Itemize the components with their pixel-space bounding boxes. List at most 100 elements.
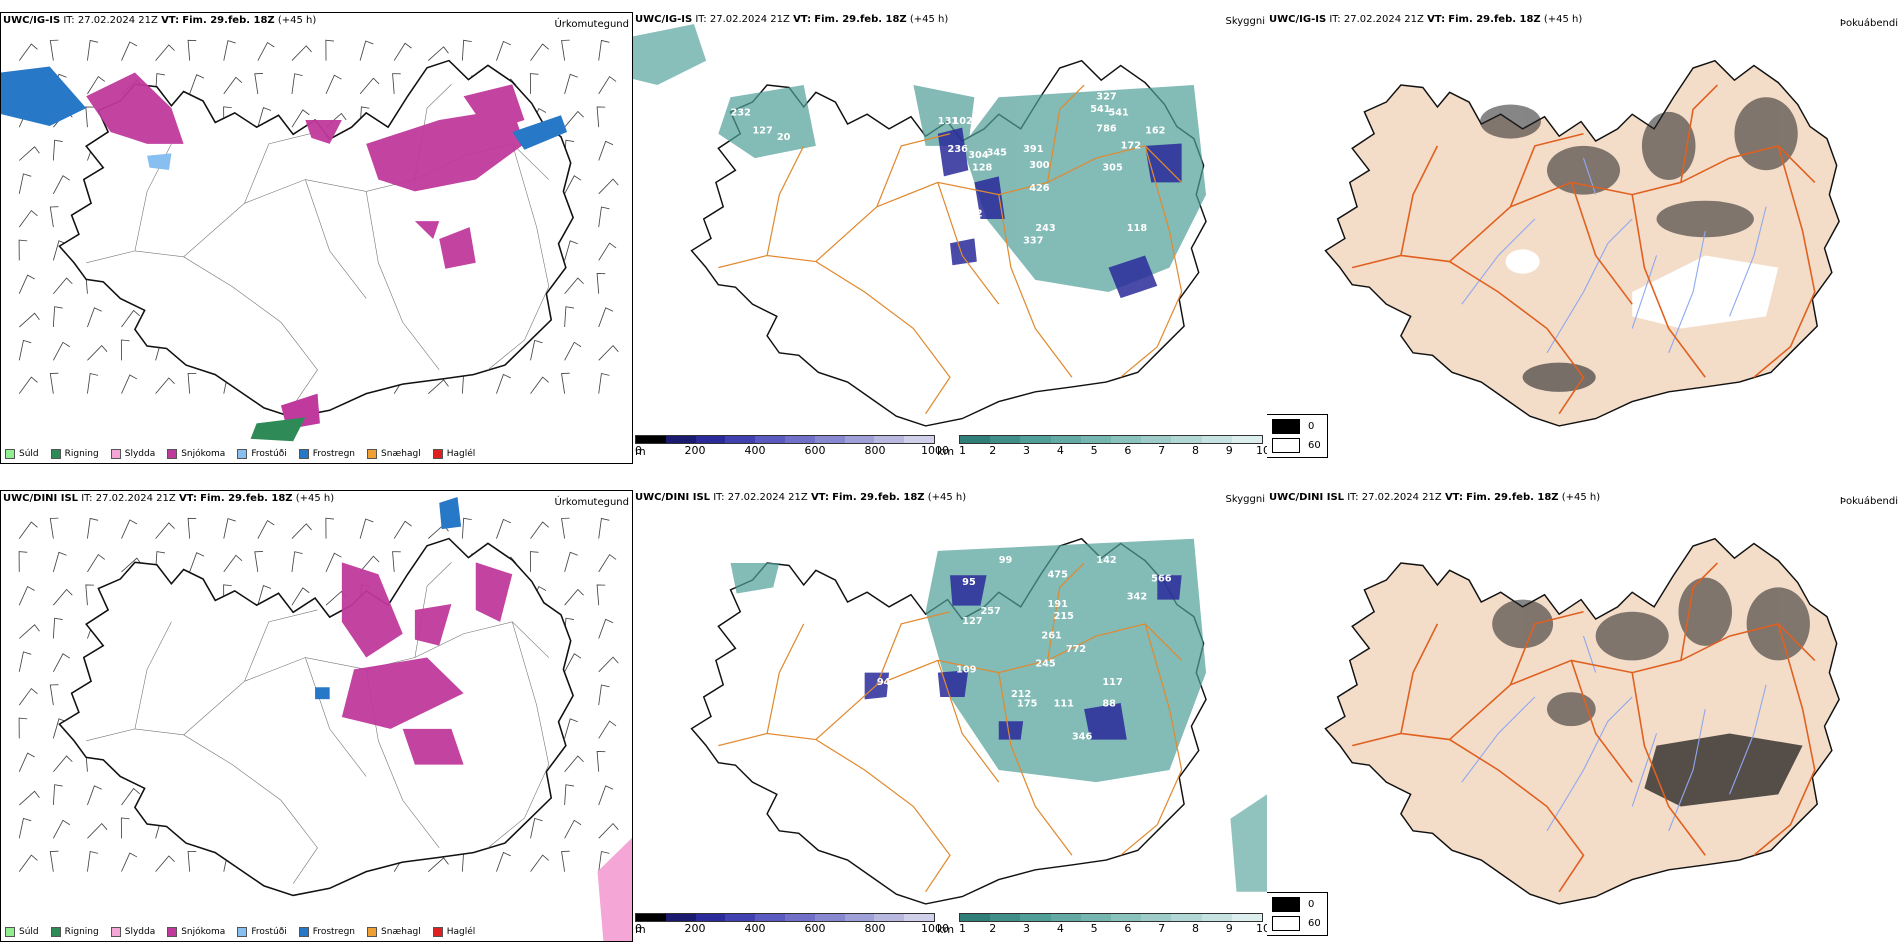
wind-barb — [561, 39, 570, 61]
cloud-base-label: 118 — [1127, 223, 1148, 234]
cloud-visibility-panel-top: UWC/IG-IS IT: 27.02.2024 21Z VT: Fim. 29… — [633, 12, 1267, 464]
colorbar-tick: 1 — [959, 444, 966, 457]
wind-barb — [53, 755, 73, 772]
colorbar-segment — [725, 914, 756, 921]
colorbar-segment — [636, 914, 666, 921]
colorbar-segment — [1171, 436, 1202, 443]
field-name: Þokuábendi — [1839, 18, 1898, 29]
colorbar-tick: 10 — [1256, 444, 1267, 457]
field-name: Úrkomutegund — [554, 19, 629, 30]
wind-barb — [359, 555, 380, 573]
wind-barb — [18, 790, 40, 806]
wind-barb — [18, 146, 40, 161]
wind-barb — [564, 551, 578, 572]
legend-swatch — [237, 927, 248, 937]
wind-barb — [564, 175, 582, 194]
wind-barb — [18, 585, 35, 606]
wind-barb — [121, 41, 138, 61]
wind-barb — [564, 755, 584, 772]
colorbar-tick: 0 — [635, 922, 642, 935]
wind-barb — [121, 852, 138, 872]
wind-barb — [564, 73, 578, 94]
colorbar-tick: 3 — [1023, 444, 1031, 457]
colorbar-tick: 800 — [864, 922, 886, 935]
wind-barb — [87, 344, 108, 361]
wind-barb — [52, 784, 63, 806]
wind-barb — [189, 74, 205, 95]
cloud-base-label: 541 — [1109, 107, 1130, 118]
wind-barb — [87, 553, 106, 573]
cloud-base-label: 245 — [1035, 659, 1056, 670]
wind-barb — [49, 684, 59, 706]
legend-label: Frostregn — [312, 927, 356, 937]
cloud-base-label: 131 — [938, 116, 959, 127]
legend-label: Frostúði — [251, 449, 287, 459]
cloud-base-label: 112 — [962, 209, 982, 220]
precip-type-map — [18, 496, 632, 941]
wind-barb — [598, 785, 614, 806]
wind-barb — [49, 517, 59, 539]
wind-barb — [291, 45, 312, 61]
wind-barb — [53, 588, 73, 606]
wind-barb — [87, 822, 108, 839]
wind-barb — [52, 341, 71, 361]
wind-barb — [187, 850, 197, 872]
colorbar-tick: 0 — [635, 444, 642, 457]
legend-item: Slydda — [110, 449, 155, 459]
legend-item: Frostregn — [298, 449, 356, 459]
wind-barb — [564, 588, 584, 606]
legend-swatch — [298, 449, 309, 459]
wind-barb — [18, 339, 32, 361]
colorbar-tick: 600 — [804, 922, 826, 935]
cloud-base-label: 300 — [1029, 160, 1050, 171]
panel-header: UWC/IG-IS IT: 27.02.2024 21Z VT: Fim. 29… — [3, 15, 317, 26]
colorbar-tick: 1 — [959, 922, 966, 935]
wind-barb — [427, 379, 449, 394]
wind-barb — [52, 175, 71, 194]
wind-barb — [291, 109, 310, 128]
fog-legend-swatch — [1272, 897, 1300, 912]
wind-barb — [598, 140, 614, 161]
legend-item: Snjókoma — [167, 449, 225, 459]
wind-barb — [496, 851, 511, 872]
colorbar-segment — [1231, 914, 1263, 921]
legend-label: Rigning — [64, 927, 99, 937]
legend-swatch — [167, 927, 178, 937]
legend-label: Haglél — [446, 449, 476, 459]
legend-item: Súld — [5, 449, 39, 459]
colorbar-segment — [844, 436, 875, 443]
wind-barb — [598, 39, 610, 61]
fog-legend-swatch — [1272, 916, 1300, 931]
colorbar-tick: 400 — [744, 444, 766, 457]
cloud-base-label: 191 — [1048, 599, 1069, 610]
wind-barb — [52, 653, 71, 672]
legend-swatch — [167, 449, 178, 459]
legend-label: Frostregn — [312, 449, 356, 459]
wind-barb — [223, 554, 243, 573]
wind-barb — [187, 517, 197, 539]
wind-barb — [223, 40, 236, 61]
colorbar-segment — [1111, 436, 1142, 443]
wind-barb — [392, 551, 401, 572]
cloud-base-label: 541 — [1090, 104, 1111, 115]
colorbar-segment — [1111, 914, 1142, 921]
wind-barb — [325, 552, 342, 573]
cloud-base-label: 566 — [1151, 573, 1172, 584]
wind-barb — [155, 377, 175, 394]
colorbar-tick: 9 — [1225, 922, 1233, 935]
cloud-base-label: 212 — [1011, 689, 1031, 700]
wind-barb — [564, 784, 575, 806]
cloud-base-label: 346 — [1072, 732, 1093, 743]
cloud-base-label: 99 — [999, 555, 1013, 566]
wind-barb — [87, 850, 99, 872]
legend-swatch — [367, 927, 378, 937]
cloud-base-label: 786 — [1096, 123, 1117, 134]
visibility-unit: km — [937, 445, 955, 458]
wind-barb — [120, 817, 130, 839]
wind-barb — [85, 584, 94, 606]
colorbar-tick: 2 — [989, 922, 997, 935]
wind-barb — [257, 519, 275, 539]
legend-swatch — [110, 449, 121, 459]
wind-barb — [598, 517, 610, 539]
colorbar-segment — [725, 436, 756, 443]
